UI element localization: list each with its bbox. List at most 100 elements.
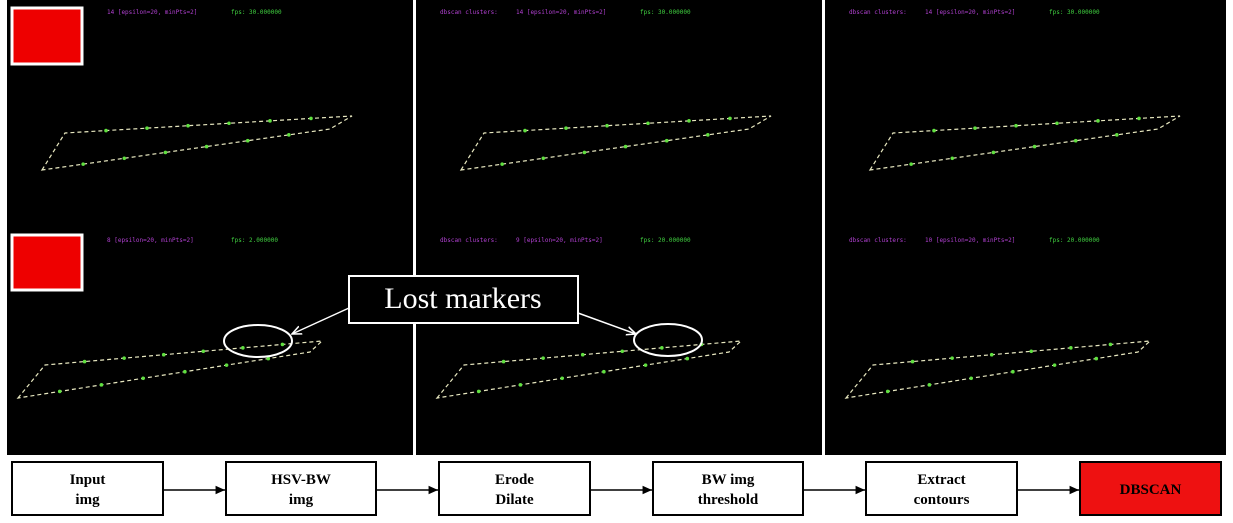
screen bbox=[416, 0, 822, 455]
status-fps: fps: 30.000000 bbox=[1049, 9, 1100, 16]
status-count: 14 [epsilon=20, minPts=2] bbox=[107, 9, 197, 16]
marker-dot bbox=[564, 126, 568, 130]
status-fps: fps: 20.000000 bbox=[640, 237, 691, 244]
marker-dot bbox=[581, 353, 585, 357]
red-box bbox=[12, 235, 82, 290]
marker-dot bbox=[685, 357, 689, 361]
step: BW img threshold bbox=[653, 462, 803, 515]
marker-dot bbox=[1053, 363, 1057, 367]
marker-dot bbox=[950, 156, 954, 160]
marker-dot bbox=[186, 124, 190, 128]
step: Extract contours bbox=[866, 462, 1017, 515]
marker-dot bbox=[624, 145, 628, 149]
step-label: BW img bbox=[702, 472, 755, 488]
marker-dot bbox=[605, 124, 609, 128]
marker-dot bbox=[122, 356, 126, 360]
marker-dot bbox=[477, 390, 481, 394]
marker-dot bbox=[620, 349, 624, 353]
status-count: 10 [epsilon=20, minPts=2] bbox=[925, 237, 1015, 244]
marker-dot bbox=[1109, 343, 1113, 347]
marker-dot bbox=[58, 390, 62, 394]
marker-dot bbox=[309, 117, 313, 121]
status-label: dbscan clusters: bbox=[849, 9, 907, 16]
marker-dot bbox=[602, 370, 606, 374]
step-label: img bbox=[75, 492, 100, 508]
marker-dot bbox=[104, 129, 108, 133]
status-count: 9 [epsilon=20, minPts=2] bbox=[516, 237, 603, 244]
marker-dot bbox=[502, 360, 506, 364]
pipeline: Input img HSV-BW img Erode Dilate BW img thresh… bbox=[12, 462, 1221, 515]
marker-dot bbox=[100, 383, 104, 387]
step-label: threshold bbox=[698, 492, 759, 508]
step-label: contours bbox=[914, 492, 970, 508]
status-label: dbscan clusters: bbox=[440, 237, 498, 244]
step-label: Extract bbox=[917, 472, 965, 488]
marker-dot bbox=[500, 162, 504, 166]
screenshot: 14 [epsilon=20, minPts=2] fps: 30.000000 8… bbox=[7, 0, 413, 455]
marker-dot bbox=[1014, 124, 1018, 128]
status-label: dbscan clusters: bbox=[849, 237, 907, 244]
marker-dot bbox=[83, 360, 87, 364]
marker-dot bbox=[241, 346, 245, 350]
marker-dot bbox=[646, 121, 650, 125]
marker-dot bbox=[201, 349, 205, 353]
marker-dot bbox=[162, 353, 166, 357]
marker-dot bbox=[183, 370, 187, 374]
callout-text: Lost markers bbox=[384, 282, 541, 315]
status-count: 14 [epsilon=20, minPts=2] bbox=[925, 9, 1015, 16]
status-count: 14 [epsilon=20, minPts=2] bbox=[516, 9, 606, 16]
marker-dot bbox=[246, 139, 250, 143]
screenshots: 14 [epsilon=20, minPts=2] fps: 30.000000 8… bbox=[7, 0, 1226, 455]
marker-dot bbox=[1096, 119, 1100, 123]
marker-dot bbox=[205, 145, 209, 149]
marker-dot bbox=[992, 151, 996, 155]
marker-dot bbox=[665, 139, 669, 143]
screenshot: dbscan clusters: 14 [epsilon=20, minPts=2… bbox=[825, 0, 1226, 455]
marker-dot bbox=[886, 390, 890, 394]
status-fps: fps: 2.000000 bbox=[231, 237, 278, 244]
screen bbox=[7, 0, 413, 455]
status-fps: fps: 30.000000 bbox=[231, 9, 282, 16]
marker-dot bbox=[541, 356, 545, 360]
step-label: DBSCAN bbox=[1120, 482, 1182, 498]
step-label: Input bbox=[70, 472, 106, 488]
red-box bbox=[12, 8, 82, 64]
marker-dot bbox=[1055, 121, 1059, 125]
marker-dot bbox=[583, 151, 587, 155]
marker-dot bbox=[728, 117, 732, 121]
marker-dot bbox=[990, 353, 994, 357]
marker-dot bbox=[287, 133, 291, 137]
marker-dot bbox=[141, 376, 145, 380]
marker-dot bbox=[122, 156, 126, 160]
step-label: HSV-BW bbox=[271, 472, 331, 488]
status-count: 8 [epsilon=20, minPts=2] bbox=[107, 237, 194, 244]
marker-dot bbox=[281, 343, 285, 347]
marker-dot bbox=[660, 346, 664, 350]
step-label: Erode bbox=[495, 472, 534, 488]
marker-dot bbox=[225, 363, 229, 367]
step-label: Dilate bbox=[495, 492, 534, 508]
marker-dot bbox=[1011, 370, 1015, 374]
marker-dot bbox=[969, 376, 973, 380]
marker-dot bbox=[1069, 346, 1073, 350]
marker-dot bbox=[227, 121, 231, 125]
marker-dot bbox=[911, 360, 915, 364]
marker-dot bbox=[1029, 349, 1033, 353]
step: Erode Dilate bbox=[439, 462, 590, 515]
marker-dot bbox=[81, 162, 85, 166]
marker-dot bbox=[145, 126, 149, 130]
marker-dot bbox=[928, 383, 932, 387]
marker-dot bbox=[644, 363, 648, 367]
marker-dot bbox=[909, 162, 913, 166]
marker-dot bbox=[1137, 117, 1141, 121]
status-fps: fps: 30.000000 bbox=[640, 9, 691, 16]
marker-dot bbox=[1074, 139, 1078, 143]
step: Input img bbox=[12, 462, 163, 515]
marker-dot bbox=[519, 383, 523, 387]
step: DBSCAN bbox=[1080, 462, 1221, 515]
marker-dot bbox=[706, 133, 710, 137]
screenshot: dbscan clusters: 14 [epsilon=20, minPts=2… bbox=[416, 0, 822, 455]
marker-dot bbox=[973, 126, 977, 130]
marker-dot bbox=[1115, 133, 1119, 137]
marker-dot bbox=[1033, 145, 1037, 149]
